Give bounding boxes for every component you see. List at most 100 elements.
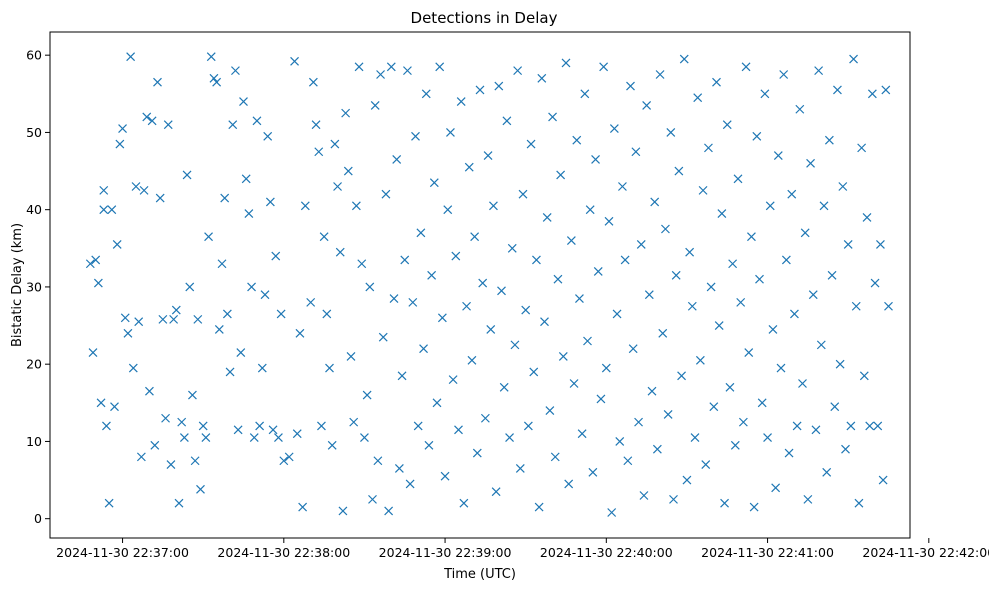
data-point (489, 201, 498, 211)
data-point (725, 382, 735, 392)
data-point (730, 440, 740, 450)
data-point (755, 274, 764, 284)
data-point (400, 255, 410, 265)
data-point (271, 251, 281, 261)
data-point (427, 270, 437, 280)
data-point (247, 282, 256, 292)
data-point (634, 417, 643, 427)
data-point (475, 85, 485, 95)
y-axis-label: Bistatic Delay (km) (10, 223, 25, 347)
data-point (274, 433, 283, 442)
data-point (145, 386, 154, 396)
data-point (153, 77, 162, 87)
data-point (373, 456, 383, 466)
data-point (644, 290, 654, 300)
data-point (593, 267, 603, 276)
data-point (236, 348, 246, 358)
data-point (655, 70, 665, 79)
data-point (499, 382, 509, 392)
plot-frame (49, 31, 911, 539)
data-point (376, 70, 385, 79)
data-point (835, 359, 845, 369)
data-point (252, 116, 262, 126)
data-point (712, 77, 721, 87)
data-point (443, 205, 453, 215)
data-point (618, 182, 627, 191)
data-point (158, 314, 168, 324)
data-point (118, 124, 127, 133)
data-point (701, 460, 711, 470)
data-point (394, 464, 404, 473)
data-point (357, 259, 367, 269)
data-point (424, 440, 434, 450)
data-point (446, 128, 455, 137)
data-point (596, 394, 606, 404)
data-point (354, 62, 364, 72)
data-point (599, 62, 609, 72)
data-point (284, 452, 294, 462)
data-point (155, 193, 165, 203)
data-point (669, 494, 678, 504)
data-point (88, 348, 98, 358)
data-point (671, 270, 681, 280)
y-tick-label: 0 (34, 511, 42, 526)
data-point (169, 314, 179, 324)
data-point (537, 73, 547, 83)
data-point (96, 398, 106, 408)
data-point (161, 413, 170, 423)
data-point (768, 324, 778, 334)
data-point (416, 228, 426, 238)
data-point (749, 502, 759, 512)
data-point (333, 182, 342, 191)
data-point (123, 328, 133, 338)
data-point (459, 498, 469, 508)
data-point (717, 209, 727, 218)
data-point (819, 201, 829, 211)
data-point (534, 502, 544, 512)
data-point (652, 444, 662, 454)
data-point (104, 498, 114, 508)
data-point (639, 491, 649, 500)
data-point (338, 506, 348, 516)
data-point (733, 174, 743, 184)
data-point (411, 131, 420, 141)
data-point (196, 484, 205, 494)
data-point (201, 433, 211, 442)
data-point (134, 317, 144, 327)
data-point (341, 108, 351, 118)
data-point (314, 147, 324, 157)
data-point (816, 340, 826, 350)
data-point (174, 498, 184, 508)
data-point (663, 409, 673, 419)
data-point (107, 205, 117, 215)
data-point (529, 367, 539, 377)
data-point (397, 371, 407, 381)
data-point (626, 81, 635, 91)
data-point (738, 417, 748, 427)
data-point (231, 66, 240, 76)
data-point (771, 483, 781, 493)
data-point (851, 301, 861, 311)
data-point (260, 290, 270, 300)
data-point (747, 232, 756, 242)
data-point (830, 402, 840, 412)
data-point (666, 128, 676, 137)
data-point (386, 62, 396, 72)
data-point (220, 193, 230, 203)
data-point (795, 104, 805, 114)
data-point (182, 170, 192, 180)
data-point (381, 189, 391, 199)
data-point (120, 313, 130, 323)
data-point (419, 344, 428, 354)
y-tick-label: 20 (26, 357, 42, 372)
data-point (827, 270, 837, 280)
data-point (403, 66, 412, 76)
data-point (292, 429, 302, 439)
data-point (335, 247, 345, 257)
data-point (542, 212, 552, 222)
data-point (265, 197, 275, 207)
y-tick-label: 30 (26, 279, 42, 294)
data-point (486, 324, 496, 334)
data-point (575, 294, 584, 303)
data-point (147, 116, 157, 126)
